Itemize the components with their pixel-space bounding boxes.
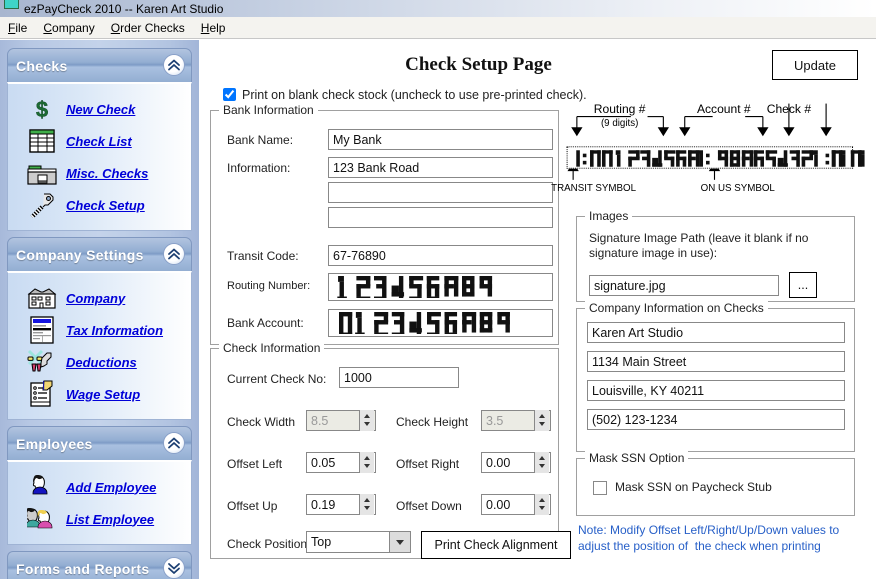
- svg-text:(9 digits): (9 digits): [601, 118, 638, 129]
- svg-text:$: $: [36, 97, 48, 122]
- svg-text:Check #: Check #: [767, 102, 812, 116]
- svg-text:TRANSIT SYMBOL: TRANSIT SYMBOL: [551, 183, 636, 194]
- svg-text:ON US SYMBOL: ON US SYMBOL: [701, 183, 776, 194]
- svg-text:Account #: Account #: [697, 102, 751, 116]
- svg-text:Routing #: Routing #: [594, 102, 646, 116]
